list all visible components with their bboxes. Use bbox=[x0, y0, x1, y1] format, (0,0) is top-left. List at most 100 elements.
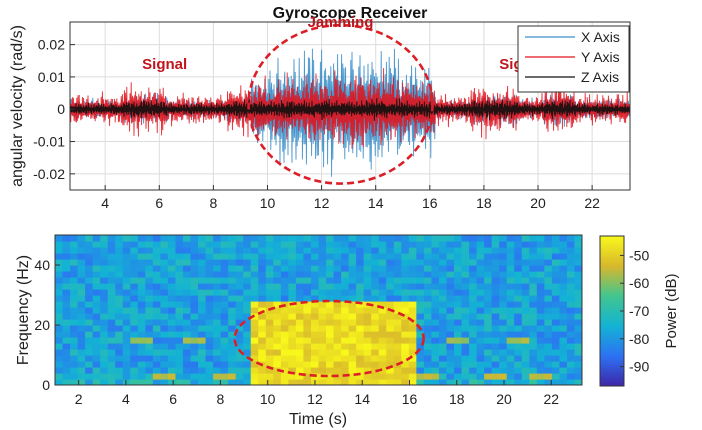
spectrogram-cell bbox=[408, 235, 417, 242]
spectrogram-cell bbox=[258, 241, 267, 248]
spectrogram-cell bbox=[85, 319, 94, 326]
spectrogram-cell bbox=[499, 307, 508, 314]
spectrogram-cell bbox=[514, 379, 523, 385]
spectrogram-cell bbox=[250, 277, 259, 284]
spectrogram-cell bbox=[310, 277, 320, 284]
spectrogram-cell bbox=[175, 349, 184, 356]
spectrogram-cell bbox=[326, 259, 335, 266]
spectrogram-cell bbox=[213, 235, 222, 242]
spectrogram-cell bbox=[115, 277, 124, 284]
spectrogram-cell bbox=[446, 283, 455, 290]
spectrogram-cell bbox=[220, 259, 229, 266]
spectrogram-cell bbox=[326, 235, 335, 242]
spectrogram-cell bbox=[137, 379, 146, 385]
spectrogram-cell bbox=[378, 361, 387, 368]
spectrogram-cell bbox=[228, 373, 237, 380]
spectrogram-cell bbox=[107, 355, 116, 362]
spectrogram-cell bbox=[92, 361, 101, 368]
spectrogram-cell bbox=[265, 253, 274, 260]
spectrogram-cell bbox=[491, 295, 500, 302]
spectrogram-cell bbox=[454, 265, 463, 272]
spectrogram-cell bbox=[559, 235, 568, 242]
spectrogram-cell bbox=[62, 343, 71, 350]
spectrogram-cell bbox=[454, 379, 463, 385]
spectrogram-cell bbox=[341, 301, 350, 308]
spectrogram-cell bbox=[160, 235, 169, 242]
spectrogram-cell bbox=[310, 235, 320, 242]
spectrogram-cell bbox=[318, 247, 327, 254]
spectrogram-cell bbox=[115, 241, 124, 248]
spectrogram-cell bbox=[152, 379, 161, 385]
spectrogram-cell bbox=[551, 271, 561, 278]
spectrogram-cell bbox=[243, 295, 252, 302]
spectrogram-cell bbox=[160, 271, 169, 278]
spectrogram-cell bbox=[167, 253, 177, 260]
spectrogram-cell bbox=[115, 247, 124, 254]
spectrogram-cell bbox=[160, 253, 169, 260]
spectrogram-cell bbox=[130, 295, 139, 302]
spectrogram-cell bbox=[461, 367, 470, 374]
spectrogram-cell bbox=[235, 373, 244, 380]
spectrogram-cell bbox=[77, 337, 86, 344]
spectrogram-cell bbox=[551, 367, 561, 374]
spectrogram-cell bbox=[574, 379, 582, 385]
spectrogram-cell bbox=[438, 259, 448, 266]
spectrogram-cell bbox=[363, 247, 372, 254]
spectrogram-cell bbox=[288, 241, 297, 248]
spectrogram-cell bbox=[401, 313, 410, 320]
spectrogram-cell bbox=[92, 277, 101, 284]
spectrogram-cell bbox=[55, 235, 64, 242]
spectrogram-cell bbox=[446, 289, 455, 296]
spectrogram-cell bbox=[55, 373, 64, 380]
spectrogram-cell bbox=[416, 265, 425, 272]
spectrogram-cell bbox=[250, 241, 259, 248]
spectrogram-cell bbox=[295, 343, 305, 350]
spectrogram-cell bbox=[551, 319, 561, 326]
spectrogram-cell bbox=[536, 265, 545, 272]
spectrogram-cell bbox=[348, 313, 357, 320]
spectrogram-cell bbox=[454, 253, 463, 260]
spectrogram-cell bbox=[175, 295, 184, 302]
spectrogram-cell bbox=[408, 265, 417, 272]
spectrogram-cell bbox=[438, 301, 448, 308]
spectrogram-cell bbox=[77, 253, 86, 260]
spectrogram-cell bbox=[190, 373, 199, 380]
spectrogram-cell bbox=[122, 367, 131, 374]
spectrogram-cell bbox=[333, 331, 342, 338]
spectrogram-cell bbox=[182, 343, 192, 350]
spectrogram-cell bbox=[341, 331, 350, 338]
spectrogram-cell bbox=[416, 307, 425, 314]
spectrogram-cell bbox=[182, 265, 192, 272]
spectrogram-cell bbox=[484, 277, 493, 284]
spectrogram-cell bbox=[310, 295, 320, 302]
spectrogram-cell bbox=[250, 349, 259, 356]
spectrogram-cell bbox=[107, 331, 116, 338]
spectrogram-cell bbox=[265, 289, 274, 296]
spectrogram-cell bbox=[348, 355, 357, 362]
spectrogram-cell bbox=[152, 337, 161, 344]
spectrogram-cell bbox=[378, 313, 387, 320]
spectrogram-cell bbox=[130, 331, 139, 338]
spectrogram-cell bbox=[145, 277, 154, 284]
x-tick-label: 20 bbox=[530, 195, 546, 211]
spectrogram-cell bbox=[326, 241, 335, 248]
spectrogram-cell bbox=[446, 343, 455, 350]
spectrogram-cell bbox=[559, 265, 568, 272]
spectrogram-cell bbox=[228, 235, 237, 242]
spectrogram-cell bbox=[220, 301, 229, 308]
spectrogram-cell bbox=[182, 379, 192, 385]
spectrogram-cell bbox=[175, 367, 184, 374]
spectrogram-cell bbox=[454, 307, 463, 314]
spectrogram-cell bbox=[371, 379, 380, 385]
spectrogram-cell bbox=[408, 277, 417, 284]
spectrogram-cell bbox=[213, 337, 222, 344]
spectrogram-cell bbox=[295, 235, 305, 242]
x-tick-label: 18 bbox=[449, 391, 465, 407]
x-tick-label: 6 bbox=[155, 195, 163, 211]
spectrogram-cell bbox=[506, 277, 515, 284]
colorbar-tick-label: -50 bbox=[629, 247, 649, 263]
spectrogram-cell bbox=[484, 301, 493, 308]
spectrogram-cell bbox=[220, 361, 229, 368]
spectrogram-cell bbox=[122, 271, 131, 278]
spectrogram-cell bbox=[130, 241, 139, 248]
